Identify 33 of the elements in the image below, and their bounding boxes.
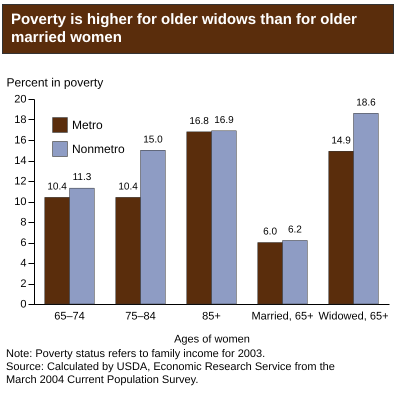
data-label: 16.9 <box>214 114 234 126</box>
x-tick-label: Widowed, 65+ <box>318 310 389 322</box>
y-tick-label: 8 <box>20 216 26 228</box>
x-axis-title: Ages of women <box>174 334 250 346</box>
y-tick-label: 0 <box>20 298 26 310</box>
legend-label: Nonmetro <box>72 142 126 156</box>
source-note: Source: Calculated by USDA, Economic Research Service from the March 2004 Current Population Survey. <box>6 361 336 387</box>
y-axis-title: Percent in poverty <box>6 76 104 90</box>
y-tick-label: 10 <box>14 196 26 208</box>
x-tick-label: 85+ <box>202 310 221 322</box>
y-tick-label: 16 <box>14 134 26 146</box>
y-tick-label: 12 <box>14 176 26 188</box>
data-label: 6.2 <box>288 224 302 236</box>
y-tick-label: 2 <box>20 278 26 290</box>
x-tick-label: 75–84 <box>125 310 156 322</box>
data-label: 18.6 <box>356 97 376 108</box>
y-tick-label: 14 <box>14 155 26 167</box>
y-tick-label: 20 <box>14 94 26 106</box>
data-label: 10.4 <box>118 181 138 192</box>
legend-label: Metro <box>72 118 103 132</box>
data-label: 14.9 <box>331 135 352 146</box>
y-tick-label: 6 <box>20 237 26 249</box>
chart-title: Poverty is higher for older widows than for older married women <box>2 4 394 54</box>
y-tick-label: 4 <box>20 258 26 270</box>
data-label: 6.0 <box>263 226 278 238</box>
data-label: 11.3 <box>72 172 92 184</box>
x-tick-label: 65–74 <box>54 310 85 322</box>
x-tick-label: Married, 65+ <box>251 310 314 322</box>
y-tick-label: 18 <box>14 114 26 126</box>
data-label: 15.0 <box>143 134 164 146</box>
data-label: 10.4 <box>47 181 68 192</box>
text: Note: Poverty status refers to family income for 2003. <box>6 348 266 361</box>
data-label: 16.8 <box>189 116 210 127</box>
